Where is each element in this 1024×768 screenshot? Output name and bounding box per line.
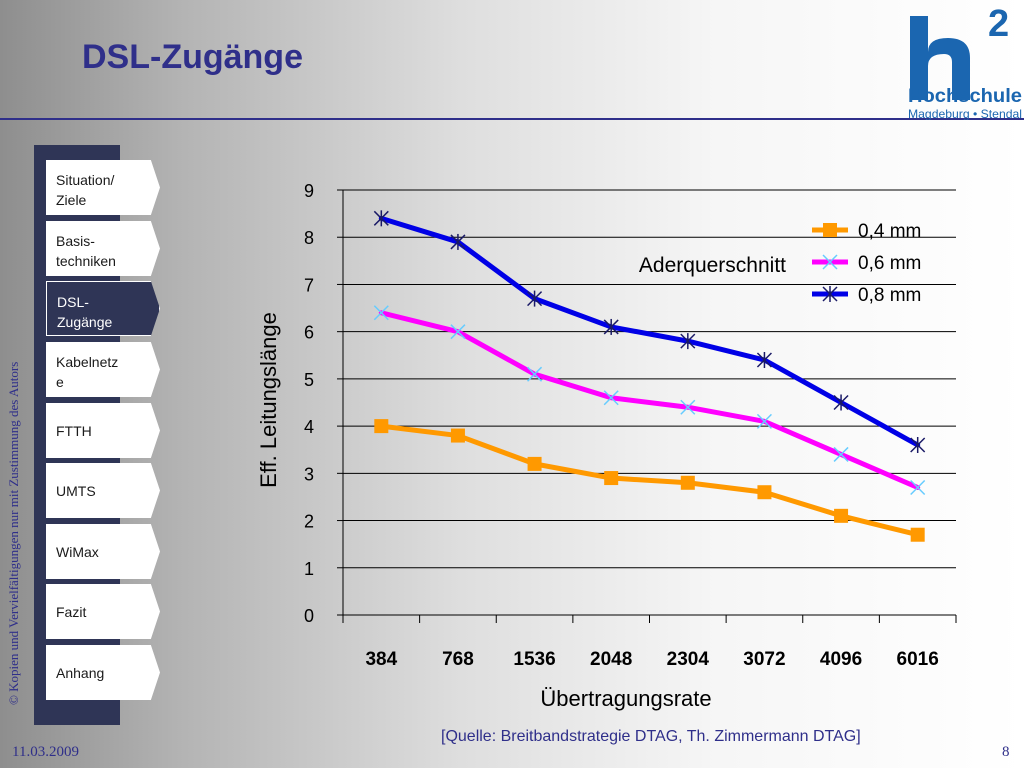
legend-label: 0,8 mm [858,285,921,306]
nav-item-fazit[interactable]: Fazit [46,584,160,639]
series-line-1 [378,423,921,538]
data-point [527,290,543,307]
data-point [603,390,619,406]
x-tick-label: 2048 [590,649,632,670]
x-tick-label: 4096 [820,649,862,670]
title-divider [0,118,1024,120]
data-point [833,446,849,462]
y-axis-title: Eff. Leitungslänge [256,312,281,488]
y-tick-label: 1 [304,559,314,579]
x-tick-label: 3072 [743,649,785,670]
data-point [910,437,926,453]
data-point [450,324,466,340]
y-tick-label: 0 [304,606,314,626]
data-point [527,456,542,471]
x-tick-label: 1536 [513,649,555,670]
data-point [833,394,849,411]
page-number: 8 [1002,744,1010,760]
y-tick-label: 6 [304,323,314,343]
data-point [756,413,772,429]
legend-title: Aderquerschnitt [639,254,786,277]
slide-title: DSL-Zugänge [82,38,303,76]
hochschule-logo: 2 Hochschule Magdeburg • Stendal [908,3,1022,120]
h-letter-mark [910,16,970,100]
data-point [680,475,695,490]
y-tick-label: 4 [304,417,314,437]
source-citation: [Quelle: Breitbandstrategie DTAG, Th. Zi… [441,728,861,745]
x-tick-label: 2304 [667,649,710,670]
data-point [450,233,466,250]
x-tick-label: 768 [442,649,474,670]
data-point [450,428,465,443]
y-tick-label: 5 [304,370,314,390]
data-point [373,210,389,227]
data-point [527,366,543,382]
slide-date: 11.03.2009 [12,744,79,760]
nav-item-ftth[interactable]: FTTH [46,403,160,458]
data-point [822,254,838,270]
y-tick-label: 3 [304,464,314,484]
legend-label: 0,4 mm [858,221,921,242]
data-point [910,527,925,542]
data-point [834,508,849,523]
y-tick-label: 7 [304,275,314,295]
data-point [822,286,838,302]
y-tick-label: 2 [304,512,314,532]
data-point [823,223,837,237]
data-point [604,471,619,486]
nav-item-wimax[interactable]: WiMax [46,524,160,579]
x-axis-title: Übertragungsrate [540,686,711,711]
series-line-3 [378,215,921,448]
logo-superscript: 2 [988,3,1009,45]
data-point [910,479,926,496]
data-point [680,333,696,350]
data-point [374,419,389,434]
nav-item-anhang[interactable]: Anhang [46,645,160,700]
data-point [756,352,772,368]
y-tick-label: 8 [304,228,314,248]
nav-item-umts[interactable]: UMTS [46,463,160,518]
nav-item-situation-ziele[interactable]: Situation/ Ziele [46,160,160,215]
data-point [757,485,772,500]
data-point [680,399,696,415]
nav-item-dsl-zugaenge[interactable]: DSL- Zugänge [46,281,160,336]
logo-name: Hochschule [908,86,1022,107]
data-point [603,318,619,335]
y-tick-label: 9 [304,181,314,201]
nav-item-basistechniken[interactable]: Basis- techniken [46,221,160,276]
x-tick-label: 6016 [897,649,939,670]
series-line-2 [378,310,921,490]
data-point [373,305,389,321]
nav-item-kabelnetze[interactable]: Kabelnetz e [46,342,160,397]
logo-location: Magdeburg • Stendal [908,107,1022,120]
x-tick-label: 384 [365,649,397,670]
legend-label: 0,6 mm [858,253,921,274]
